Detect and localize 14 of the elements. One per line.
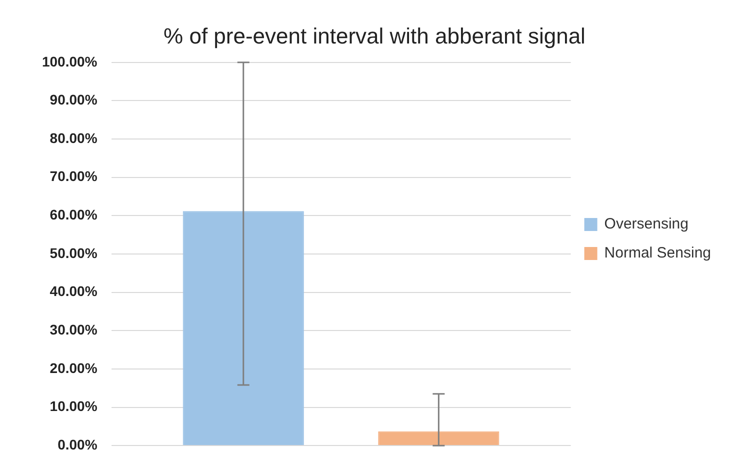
y-tick-label: 100.00% [42,53,98,70]
legend-label: Normal Sensing [604,244,712,262]
y-tick-label: 10.00% [50,398,98,414]
chart-title: % of pre-event interval with abberant signal [164,23,586,48]
y-tick-label: 70.00% [50,168,98,184]
y-tick-label: 60.00% [50,206,98,223]
y-tick-label: 40.00% [50,283,98,300]
y-tick-label: 30.00% [50,322,98,338]
legend-label: Oversensing [604,216,689,233]
y-tick-label: 0.00% [58,436,98,452]
y-tick-label: 80.00% [50,130,98,146]
y-tick-label: 90.00% [50,92,98,108]
y-tick-label: 50.00% [50,244,98,261]
y-tick-label: 20.00% [50,360,98,376]
